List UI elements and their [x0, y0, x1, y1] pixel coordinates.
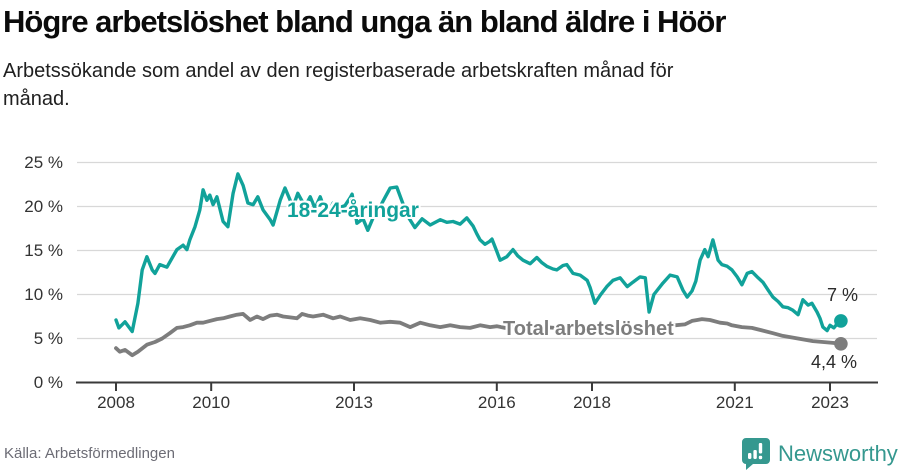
series-end-dot-Total arbetslöshet: [834, 337, 848, 351]
newsworthy-bar-chart-icon: [742, 438, 770, 470]
end-value-label-youth: 7 %: [827, 285, 859, 305]
x-axis-label: 2010: [192, 393, 231, 412]
series-label-youth: 18-24-åringar: [287, 199, 419, 222]
y-axis-label: 15 %: [24, 240, 63, 260]
brand-name: Newsworthy: [778, 440, 898, 466]
page-subtitle-line-1: Arbetssökande som andel av den registerb…: [3, 60, 674, 82]
x-axis-label: 2018: [573, 393, 611, 412]
series-line-18-24-åringar: [114, 172, 843, 334]
x-axis-label: 2016: [477, 393, 516, 412]
y-axis-label: 10 %: [24, 284, 63, 304]
y-axis-label: 0 %: [33, 372, 63, 392]
x-axis-label: 2023: [811, 393, 849, 412]
source-attribution: Källa: Arbetsförmedlingen: [4, 445, 175, 462]
page-subtitle-line-2: månad.: [3, 88, 70, 110]
newsworthy-logo: Newsworthy: [741, 437, 898, 470]
series-line-Total arbetslöshet: [114, 311, 843, 358]
y-axis-label: 5 %: [33, 328, 63, 348]
y-axis-label: 20 %: [24, 196, 63, 216]
x-axis-label: 2008: [97, 393, 135, 412]
series-end-dot-18-24-åringar: [834, 314, 848, 328]
x-axis-label: 2013: [335, 393, 373, 412]
y-axis-label: 25 %: [24, 152, 63, 172]
x-axis-label: 2021: [715, 393, 754, 412]
end-value-label-total: 4,4 %: [811, 352, 858, 372]
page-title: Högre arbetslöshet bland unga än bland ä…: [3, 4, 726, 39]
series-label-total: Total arbetslöshet: [503, 318, 674, 340]
